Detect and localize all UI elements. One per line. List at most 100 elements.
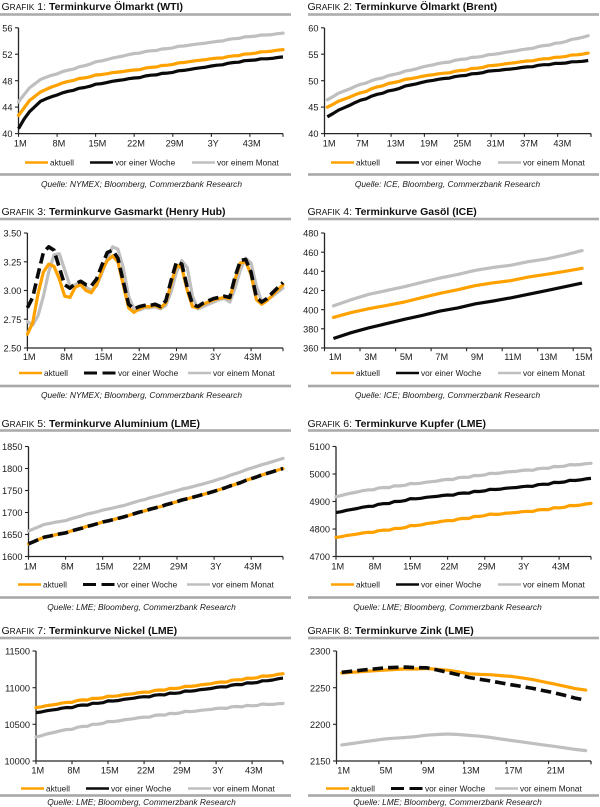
svg-text:5100: 5100 [310,442,330,452]
svg-text:22M: 22M [133,562,151,572]
svg-text:3Y: 3Y [210,562,221,572]
svg-text:480: 480 [303,229,318,239]
svg-text:2300: 2300 [310,647,330,657]
svg-text:GRAFIK 4: Terminkurve Gasöl (I: GRAFIK 4: Terminkurve Gasöl (ICE) [308,206,477,218]
svg-text:aktuell: aktuell [44,368,68,378]
svg-text:1700: 1700 [2,508,22,518]
svg-text:40: 40 [308,129,318,139]
svg-text:vor einer Woche: vor einer Woche [425,784,486,794]
svg-text:5M: 5M [380,766,393,776]
svg-text:vor einem Monat: vor einem Monat [523,580,585,590]
svg-text:GRAFIK 7: Terminkurve Nickel (: GRAFIK 7: Terminkurve Nickel (LME) [2,625,178,637]
svg-text:15M: 15M [88,138,106,148]
svg-text:48: 48 [2,76,12,86]
svg-text:43M: 43M [245,766,263,776]
svg-text:GRAFIK 5: Terminkurve Aluminiu: GRAFIK 5: Terminkurve Aluminium (LME) [2,418,201,430]
svg-text:29M: 29M [166,138,184,148]
svg-text:GRAFIK 8: Terminkurve Zink (LM: GRAFIK 8: Terminkurve Zink (LME) [308,625,474,637]
svg-text:50: 50 [308,76,318,86]
svg-text:10500: 10500 [4,720,30,730]
svg-text:4700: 4700 [310,552,330,562]
svg-text:11M: 11M [504,352,521,362]
svg-text:420: 420 [303,286,318,296]
svg-text:29M: 29M [173,766,191,776]
svg-text:Quelle: NYMEX; Bloomberg, Comm: Quelle: NYMEX; Bloomberg, Commerzbank Re… [41,390,242,400]
svg-text:1650: 1650 [2,530,22,540]
svg-text:21M: 21M [547,766,565,776]
svg-text:3.00: 3.00 [4,286,22,296]
svg-text:vor einem Monat: vor einem Monat [520,784,582,794]
svg-text:8M: 8M [369,562,382,572]
svg-text:aktuell: aktuell [356,580,380,590]
svg-text:22M: 22M [127,138,145,148]
svg-text:vor einer Woche: vor einer Woche [115,158,176,168]
svg-text:1M: 1M [329,352,342,362]
svg-text:1M: 1M [331,562,344,572]
svg-text:25M: 25M [453,138,471,148]
svg-text:vor einer Woche: vor einer Woche [421,580,482,590]
svg-text:9M: 9M [471,352,484,362]
svg-text:1800: 1800 [2,464,22,474]
svg-text:3Y: 3Y [518,562,529,572]
svg-text:52: 52 [2,50,12,60]
svg-text:29M: 29M [169,352,187,362]
svg-text:29M: 29M [170,562,188,572]
svg-text:vor einer Woche: vor einer Woche [111,784,172,794]
svg-text:1600: 1600 [2,552,22,562]
svg-text:8M: 8M [53,138,66,148]
svg-text:43M: 43M [552,562,570,572]
svg-text:vor einem Monat: vor einem Monat [217,158,279,168]
svg-text:3Y: 3Y [208,138,219,148]
svg-text:8M: 8M [61,562,74,572]
svg-text:vor einer Woche: vor einer Woche [421,158,482,168]
svg-text:10000: 10000 [4,757,30,767]
svg-text:400: 400 [303,305,318,315]
svg-text:11500: 11500 [5,647,30,657]
svg-text:15M: 15M [95,352,113,362]
svg-text:1850: 1850 [2,442,22,452]
svg-text:1M: 1M [337,766,350,776]
svg-text:3.25: 3.25 [4,257,22,267]
svg-text:29M: 29M [478,562,496,572]
svg-text:GRAFIK 1: Terminkurve Ölmarkt: GRAFIK 1: Terminkurve Ölmarkt (WTI) [2,0,183,13]
svg-text:Quelle: LME; Bloomberg, Commer: Quelle: LME; Bloomberg, Commerzbank Rese… [47,602,236,612]
svg-text:Quelle: ICE, Bloomberg, Commer: Quelle: ICE, Bloomberg, Commerzbank Rese… [355,179,541,189]
svg-text:44: 44 [2,103,12,113]
svg-text:45: 45 [308,103,318,113]
svg-text:3Y: 3Y [212,766,223,776]
svg-text:43M: 43M [244,352,262,362]
svg-text:13M: 13M [387,138,405,148]
svg-text:19M: 19M [420,138,438,148]
svg-text:2.75: 2.75 [4,315,22,325]
svg-text:Quelle: ICE; Bloomberg, Commer: Quelle: ICE; Bloomberg, Commerzbank Rese… [355,390,541,400]
svg-text:17M: 17M [504,766,522,776]
svg-text:Quelle: LME; Bloomberg, Commer: Quelle: LME; Bloomberg, Commerzbank Rese… [47,797,236,807]
svg-text:vor einem Monat: vor einem Monat [212,580,274,590]
svg-text:60: 60 [308,23,318,33]
svg-text:vor einem Monat: vor einem Monat [523,158,585,168]
svg-text:8M: 8M [67,766,80,776]
svg-text:2150: 2150 [310,757,330,767]
svg-text:4800: 4800 [310,525,330,535]
svg-text:15M: 15M [101,766,119,776]
svg-text:aktuell: aktuell [50,158,74,168]
svg-text:1M: 1M [14,138,27,148]
svg-text:15M: 15M [403,562,421,572]
svg-text:7M: 7M [356,138,369,148]
svg-text:1750: 1750 [2,486,22,496]
svg-text:55: 55 [308,50,318,60]
svg-text:380: 380 [303,324,318,334]
svg-text:7M: 7M [435,352,448,362]
svg-text:440: 440 [303,267,318,277]
svg-text:8M: 8M [60,352,73,362]
svg-text:56: 56 [2,23,12,33]
svg-text:43M: 43M [243,138,261,148]
svg-text:Quelle: LME; Bloomberg, Commer: Quelle: LME; Bloomberg, Commerzbank Rese… [353,797,542,807]
svg-text:aktuell: aktuell [356,158,380,168]
svg-text:1M: 1M [23,352,36,362]
svg-text:2250: 2250 [310,683,330,693]
svg-text:43M: 43M [244,562,262,572]
svg-text:aktuell: aktuell [43,580,67,590]
svg-text:Quelle: NYMEX; Bloomberg, Comm: Quelle: NYMEX; Bloomberg, Commerzbank Re… [41,179,242,189]
svg-text:15M: 15M [96,562,114,572]
